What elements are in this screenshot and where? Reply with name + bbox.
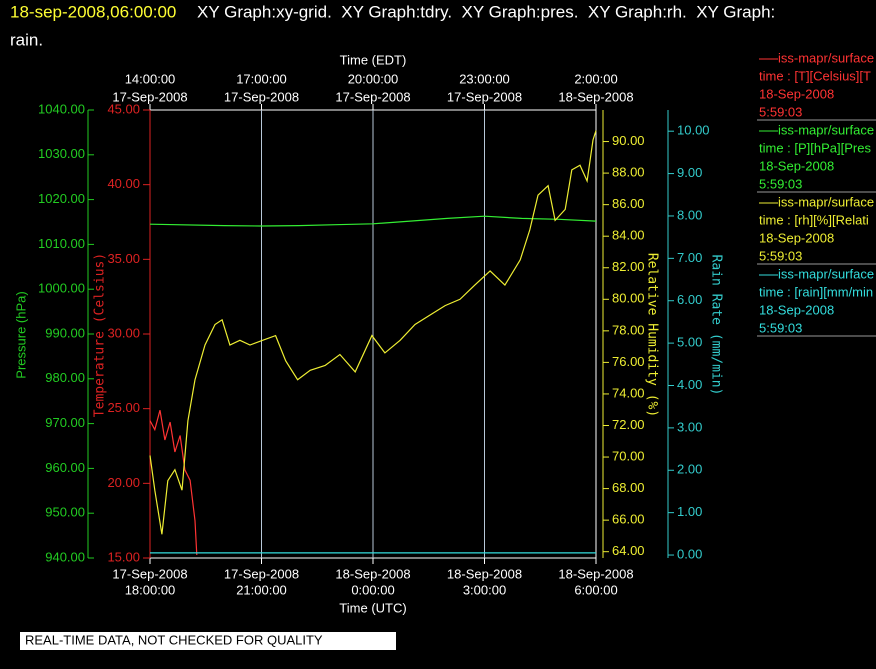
x2-tick-label: 20:00:00 [348,71,399,86]
y-tick-label: 78.00 [612,322,645,337]
y-tick-label: 980.00 [45,370,85,385]
y-tick-label: 88.00 [612,165,645,180]
legend-name: iss-mapr/surface [778,50,874,65]
y-tick-label: 15.00 [107,549,140,564]
y-tick-label: 35.00 [107,251,140,266]
y-tick-label: 70.00 [612,448,645,463]
legend-detail: 18-Sep-2008 [759,230,834,245]
series-line [149,215,597,227]
x2-tick-label: 17-Sep-2008 [112,89,187,104]
y-tick-label: 40.00 [107,176,140,191]
series-line [149,410,198,556]
y-tick-label: 45.00 [107,101,140,116]
x2-axis-title: Time (EDT) [340,52,407,67]
y-tick-label: 25.00 [107,400,140,415]
x2-tick-label: 17:00:00 [236,71,287,86]
y-tick-label: 940.00 [45,549,85,564]
legend-detail: 5:59:03 [759,248,802,263]
y-tick-label: 20.00 [107,475,140,490]
legend-detail: time : [rh][%][Relati [759,212,869,227]
legend-detail: 5:59:03 [759,104,802,119]
series-line [149,130,597,535]
legend-name: iss-mapr/surface [778,122,874,137]
x-tick-label: 17-Sep-2008 [112,566,187,581]
y-tick-label: 80.00 [612,291,645,306]
legend-name: iss-mapr/surface [778,266,874,281]
y-tick-label: 3.00 [677,419,702,434]
legend-name: iss-mapr/surface [778,194,874,209]
x-tick-label: 18:00:00 [125,582,176,597]
legend: iss-mapr/surface time : [T][Celsius][T 18-… [757,50,876,337]
y-axis-title: Rain Rate (mm/min) [709,255,724,396]
y-tick-label: 2.00 [677,462,702,477]
y-tick-label: 6.00 [677,292,702,307]
x-tick-label: 17-Sep-2008 [224,566,299,581]
y-tick-label: 64.00 [612,543,645,558]
y-tick-label: 9.00 [677,165,702,180]
y-tick-label: 76.00 [612,354,645,369]
y-tick-label: 1010.00 [38,236,85,251]
y-axis-title: Pressure (hPa) [13,291,28,378]
y-tick-label: 10.00 [677,123,710,138]
x-tick-label: 18-Sep-2008 [558,566,633,581]
y-tick-label: 0.00 [677,546,702,561]
legend-detail: 5:59:03 [759,320,802,335]
y-tick-label: 4.00 [677,377,702,392]
x-axis-title: Time (UTC) [339,600,406,615]
y-axis-title: Relative Humidity (%) [645,253,660,417]
y-tick-label: 30.00 [107,325,140,340]
y-tick-label: 5.00 [677,335,702,350]
x2-tick-label: 2:00:00 [574,71,617,86]
x2-tick-label: 17-Sep-2008 [224,89,299,104]
y-tick-label: 74.00 [612,385,645,400]
legend-detail: time : [P][hPa][Pres [759,140,871,155]
x2-tick-label: 18-Sep-2008 [558,89,633,104]
y-tick-label: 86.00 [612,196,645,211]
graph-list: XY Graph:xy-grid. XY Graph:tdry. XY Grap… [197,2,775,21]
x-tick-label: 18-Sep-2008 [447,566,522,581]
legend-detail: time : [rain][mm/min [759,284,873,299]
y-tick-label: 7.00 [677,250,702,265]
quality-note: REAL-TIME DATA, NOT CHECKED FOR QUALITY [25,632,323,647]
y-tick-label: 960.00 [45,460,85,475]
legend-detail: time : [T][Celsius][T [759,68,871,83]
y-tick-label: 68.00 [612,480,645,495]
legend-detail: 18-Sep-2008 [759,158,834,173]
y-tick-label: 1.00 [677,504,702,519]
x-tick-label: 18-Sep-2008 [335,566,410,581]
y-tick-label: 8.00 [677,207,702,222]
legend-detail: 5:59:03 [759,176,802,191]
graph-list-wrap: rain. [10,30,43,49]
x2-tick-label: 23:00:00 [459,71,510,86]
y-tick-label: 950.00 [45,505,85,520]
timestamp: 18-sep-2008,06:00:00 [10,2,176,21]
y-tick-label: 66.00 [612,512,645,527]
y-tick-label: 72.00 [612,417,645,432]
x2-tick-label: 14:00:00 [125,71,176,86]
y-tick-label: 1030.00 [38,146,85,161]
y-tick-label: 82.00 [612,259,645,274]
x2-tick-label: 17-Sep-2008 [447,89,522,104]
y-tick-label: 84.00 [612,228,645,243]
y-tick-label: 1000.00 [38,281,85,296]
x-tick-label: 21:00:00 [236,582,287,597]
y-axis-title: Temperature (Celsius) [93,253,108,417]
x-tick-label: 6:00:00 [574,582,617,597]
legend-detail: 18-Sep-2008 [759,302,834,317]
x2-tick-label: 17-Sep-2008 [335,89,410,104]
quality-banner [20,632,396,650]
legend-detail: 18-Sep-2008 [759,86,834,101]
y-tick-label: 1040.00 [38,101,85,116]
y-tick-label: 990.00 [45,325,85,340]
x-tick-label: 3:00:00 [463,582,506,597]
y-tick-label: 970.00 [45,415,85,430]
y-tick-label: 1020.00 [38,191,85,206]
x-tick-label: 0:00:00 [351,582,394,597]
y-tick-label: 90.00 [612,133,645,148]
